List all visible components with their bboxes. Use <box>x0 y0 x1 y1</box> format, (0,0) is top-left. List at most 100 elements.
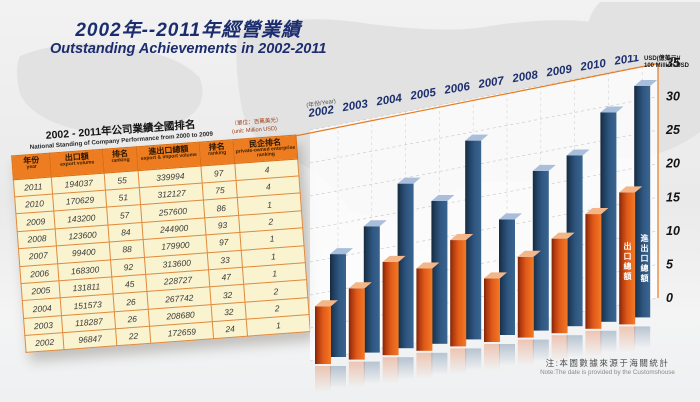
x-year-label: 2003 <box>341 98 370 114</box>
y-tick-label: 5 <box>666 257 674 271</box>
y-axis-unit-line1: USD(億美元)/ <box>644 56 681 62</box>
total-volume-bar <box>431 201 448 344</box>
bar-top-face <box>517 250 541 257</box>
bar-reflection <box>566 335 583 358</box>
y-axis-ticks: 0 5 10 15 20 25 30 35 <box>665 56 681 305</box>
bar-top-face <box>551 232 575 239</box>
bar-top-face <box>532 164 556 171</box>
bars-group <box>315 80 658 392</box>
table-cell: 2002 <box>24 332 65 353</box>
x-axis-labels: 2002 2003 2004 2005 2006 2007 2008 2009 2010 2011 <box>307 55 640 120</box>
y-axis-unit-line2: 100 Million USD <box>644 63 690 70</box>
export-volume-bar <box>348 288 365 360</box>
source-note: 注:本圖數據來源于海關統計 Note:The date is provided … <box>515 357 700 376</box>
bar-top-face <box>416 262 440 269</box>
bar-top-face <box>431 195 455 202</box>
bar-reflection <box>363 361 380 384</box>
total-volume-bar <box>532 170 549 331</box>
bar-top-face <box>619 186 643 193</box>
bar-top-face <box>465 134 489 141</box>
bar-reflection <box>517 339 534 366</box>
x-year-label: 2005 <box>409 87 438 103</box>
total-volume-bar <box>465 140 482 340</box>
export-volume-bar <box>551 238 568 334</box>
y-tick-label: 20 <box>665 157 680 171</box>
x-year-label: 2011 <box>613 55 640 68</box>
export-volume-bar <box>619 192 636 325</box>
y-tick-label: 0 <box>666 291 673 305</box>
bar-top-face <box>600 106 624 113</box>
page-title: 2002年--2011年經營業績 Outstanding Achievement… <box>50 20 326 58</box>
y-tick-label: 30 <box>666 90 680 104</box>
bar-top-face <box>484 272 507 279</box>
y-tick-label: 35 <box>666 56 681 70</box>
bar-reflection <box>619 326 636 353</box>
y-tick-label: 10 <box>666 224 680 238</box>
y-tick-label: 15 <box>666 190 681 204</box>
bar-reflection <box>416 352 433 379</box>
bar-top-face <box>566 149 590 156</box>
source-note-zh: 注:本圖數據來源于海關統計 <box>545 358 670 368</box>
export-volume-bar <box>315 306 331 364</box>
bar-reflection <box>499 344 515 366</box>
title-en: Outstanding Achievements in 2002-2011 <box>50 41 327 58</box>
bar-reflection <box>484 344 500 370</box>
total-volume-bar <box>566 155 583 327</box>
bar-top-face <box>363 220 387 227</box>
bar-top-face <box>382 255 406 262</box>
bar-reflection <box>315 366 331 392</box>
bar-reflection <box>585 330 602 357</box>
ranking-table-section: 2002 - 2011年公司業績全國排名 National Standing o… <box>9 110 311 354</box>
bar-top-face <box>585 208 609 215</box>
ranking-table: 年份 year 出口額 export volume 排名 ranking 進出口總額 expo… <box>11 134 311 354</box>
x-year-label: 2006 <box>443 81 472 97</box>
column-header: 年份 year <box>11 153 52 180</box>
x-year-label: 2009 <box>545 63 574 79</box>
total-volume-bar <box>499 219 515 335</box>
bar-top-face <box>397 177 421 184</box>
bar-reflection <box>465 348 482 371</box>
export-volume-bar <box>416 268 433 351</box>
total-volume-bar <box>634 86 651 318</box>
bar-reflection <box>431 352 448 375</box>
x-year-label: 2004 <box>375 92 404 108</box>
bar-top-face <box>348 282 372 289</box>
bar-reflection <box>450 348 467 375</box>
bar-top-face <box>315 300 338 307</box>
bar-top-face <box>634 80 658 87</box>
x-year-label: 2008 <box>511 69 540 85</box>
total-volume-bar <box>600 112 617 322</box>
y-tick-label: 25 <box>665 123 681 137</box>
bar-reflection <box>551 335 568 362</box>
total-volume-bar <box>330 254 346 357</box>
column-header: 排名 ranking <box>199 139 236 166</box>
bar-top-face <box>450 234 474 241</box>
title-zh: 2002年--2011年經營業績 <box>75 20 302 41</box>
table-body: 2011 194037 55 339994 97 4 2010 170629 51 312127 7… <box>13 158 311 353</box>
total-volume-bar <box>363 226 380 353</box>
table-unit-note: （單位：百萬美元） (unit: Million USD) <box>231 117 296 136</box>
x-year-label: 2010 <box>579 58 608 74</box>
export-volume-bar <box>450 240 467 347</box>
bar-reflection <box>382 357 399 384</box>
total-volume-bar <box>397 183 414 349</box>
export-volume-bar <box>517 256 534 338</box>
x-year-label: 2002 <box>307 104 336 120</box>
x-year-label: 2007 <box>477 75 506 91</box>
table-cell: 96847 <box>63 328 118 351</box>
bar-reflection <box>330 366 346 388</box>
table-cell: 22 <box>115 326 152 347</box>
export-volume-bar <box>484 278 500 342</box>
export-volume-bar <box>382 261 399 356</box>
export-volume-bar <box>585 214 602 329</box>
bar-top-face <box>499 213 522 220</box>
y-axis-unit-label: USD(億美元)/ 100 Million USD <box>644 56 700 70</box>
legend-total-label: 進出口總額 <box>640 234 649 284</box>
bar-reflection <box>397 357 414 380</box>
axis-border-line <box>295 62 659 298</box>
bar-reflection <box>634 326 651 349</box>
bar-reflection <box>348 361 365 388</box>
table-cell: 24 <box>212 319 248 340</box>
